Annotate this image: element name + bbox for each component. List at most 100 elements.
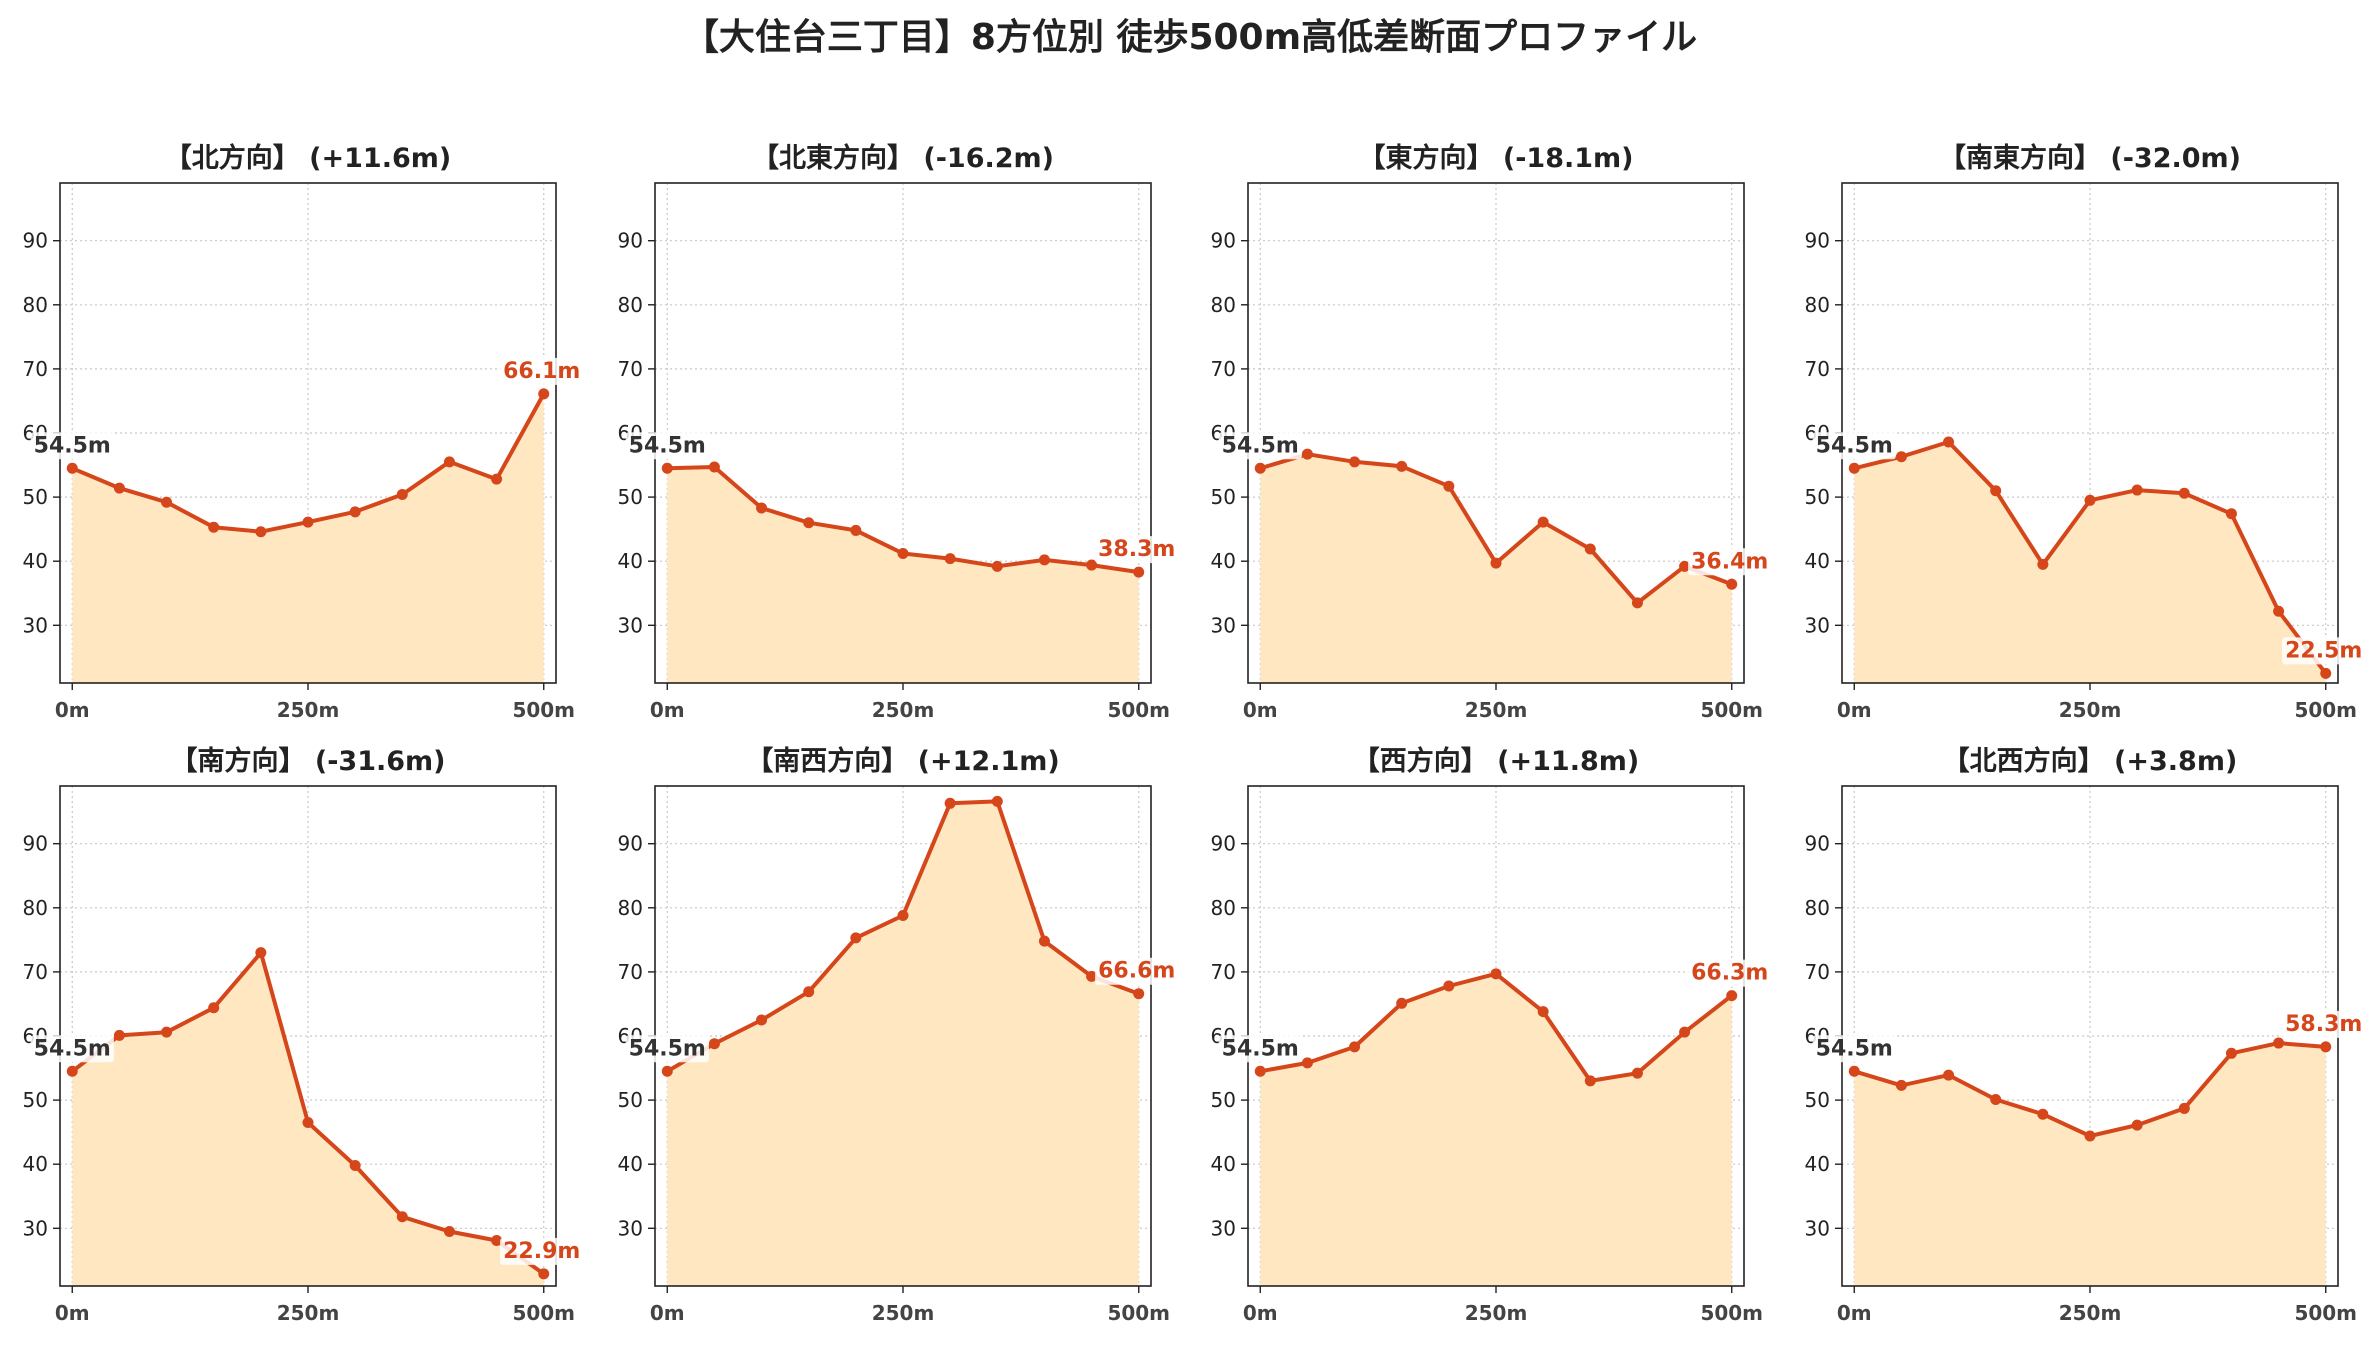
- label-background: [1688, 548, 1772, 576]
- y-tick-label: 30: [618, 1216, 643, 1240]
- x-tick-label: 250m: [277, 1301, 340, 1325]
- x-tick-label: 250m: [872, 1301, 935, 1325]
- y-tick-label: 80: [618, 293, 643, 317]
- end-value-label: 22.9m: [503, 1239, 580, 1264]
- label-background: [30, 432, 114, 460]
- data-point: [491, 1234, 503, 1246]
- y-tick-label: 90: [1805, 229, 1830, 253]
- data-point: [349, 1159, 361, 1171]
- data-point: [850, 932, 862, 944]
- y-tick-label: 40: [1211, 549, 1236, 573]
- panel-title: 【北西方向】 (+3.8m): [1943, 745, 2238, 777]
- data-point: [2131, 1119, 2143, 1131]
- x-tick-label: 250m: [2059, 698, 2122, 722]
- data-point: [1396, 460, 1408, 472]
- data-point: [850, 524, 862, 536]
- y-tick-label: 80: [618, 896, 643, 920]
- label-background: [1812, 432, 1896, 460]
- data-point: [661, 1065, 673, 1077]
- data-point: [2084, 1130, 2096, 1142]
- panel-title: 【西方向】 (+11.8m): [1353, 745, 1639, 777]
- data-point: [2273, 605, 2285, 617]
- y-tick-label: 80: [1211, 293, 1236, 317]
- chart-svg: 【北方向】 (+11.6m)304050607080900m250m500m54…: [23, 142, 584, 722]
- chart-svg: 【北西方向】 (+3.8m)304050607080900m250m500m54…: [1805, 745, 2366, 1325]
- data-point: [2178, 487, 2190, 499]
- data-point: [396, 489, 408, 501]
- y-tick-label: 70: [23, 357, 48, 381]
- data-point: [302, 1117, 314, 1129]
- data-point: [2084, 494, 2096, 506]
- data-point: [991, 560, 1003, 572]
- y-tick-label: 50: [618, 485, 643, 509]
- data-point: [1254, 1065, 1266, 1077]
- data-point: [2131, 484, 2143, 496]
- data-point: [1848, 1065, 1860, 1077]
- data-point: [538, 388, 550, 400]
- data-point: [1133, 988, 1145, 1000]
- y-tick-label: 50: [1211, 1088, 1236, 1112]
- chart-panel-4: 【南方向】 (-31.6m)304050607080900m250m500m54…: [0, 728, 596, 1345]
- data-point: [1726, 578, 1738, 590]
- chart-panel-0: 【北方向】 (+11.6m)304050607080900m250m500m54…: [0, 125, 596, 742]
- x-tick-label: 500m: [1700, 1301, 1763, 1325]
- y-tick-label: 40: [618, 1152, 643, 1176]
- label-background: [2282, 637, 2366, 665]
- elevation-area: [667, 801, 1139, 1286]
- y-tick-label: 70: [1211, 357, 1236, 381]
- data-point: [1349, 456, 1361, 468]
- x-tick-label: 0m: [1837, 698, 1872, 722]
- chart-panel-3: 【南東方向】 (-32.0m)304050607080900m250m500m5…: [1782, 125, 2378, 742]
- x-tick-label: 0m: [1243, 1301, 1278, 1325]
- data-point: [2273, 1037, 2285, 1049]
- label-background: [1095, 536, 1179, 564]
- y-tick-label: 40: [1805, 549, 1830, 573]
- data-point: [944, 797, 956, 809]
- data-point: [1895, 451, 1907, 463]
- x-tick-label: 500m: [512, 698, 575, 722]
- data-point: [1086, 970, 1098, 982]
- data-point: [2037, 1108, 2049, 1120]
- data-point: [897, 909, 909, 921]
- y-tick-label: 30: [23, 1216, 48, 1240]
- y-tick-label: 40: [23, 549, 48, 573]
- y-tick-label: 80: [1805, 293, 1830, 317]
- end-value-label: 58.3m: [2285, 1012, 2362, 1037]
- data-point: [1038, 554, 1050, 566]
- figure-title: 【大住台三丁目】8方位別 徒歩500m高低差断面プロファイル: [682, 17, 1698, 58]
- y-tick-label: 90: [23, 229, 48, 253]
- data-point: [2225, 508, 2237, 520]
- y-tick-label: 50: [23, 1088, 48, 1112]
- data-point: [897, 548, 909, 560]
- y-tick-label: 30: [1805, 1216, 1830, 1240]
- label-background: [625, 1035, 709, 1063]
- label-background: [625, 432, 709, 460]
- data-point: [1490, 557, 1502, 569]
- chart-panel-6: 【西方向】 (+11.8m)304050607080900m250m500m54…: [1188, 728, 1784, 1345]
- y-tick-label: 30: [1805, 613, 1830, 637]
- data-point: [991, 795, 1003, 807]
- y-tick-label: 90: [618, 832, 643, 856]
- label-background: [1688, 959, 1772, 987]
- end-value-label: 38.3m: [1098, 537, 1175, 562]
- data-point: [1396, 997, 1408, 1009]
- label-background: [1218, 1035, 1302, 1063]
- chart-svg: 【南方向】 (-31.6m)304050607080900m250m500m54…: [23, 745, 584, 1325]
- data-point: [2320, 1041, 2332, 1053]
- chart-svg: 【北東方向】 (-16.2m)304050607080900m250m500m5…: [618, 142, 1179, 722]
- y-tick-label: 50: [1805, 1088, 1830, 1112]
- label-background: [30, 1035, 114, 1063]
- start-value-label: 54.5m: [629, 1036, 706, 1061]
- x-tick-label: 0m: [55, 698, 90, 722]
- y-tick-label: 80: [23, 896, 48, 920]
- start-value-label: 54.5m: [1222, 433, 1299, 458]
- label-background: [1095, 957, 1179, 985]
- end-value-label: 66.1m: [503, 359, 580, 384]
- data-point: [1443, 980, 1455, 992]
- chart-panel-7: 【北西方向】 (+3.8m)304050607080900m250m500m54…: [1782, 728, 2378, 1345]
- end-value-label: 22.5m: [2285, 638, 2362, 663]
- x-tick-label: 250m: [277, 698, 340, 722]
- end-value-label: 66.6m: [1098, 959, 1175, 984]
- data-point: [2225, 1047, 2237, 1059]
